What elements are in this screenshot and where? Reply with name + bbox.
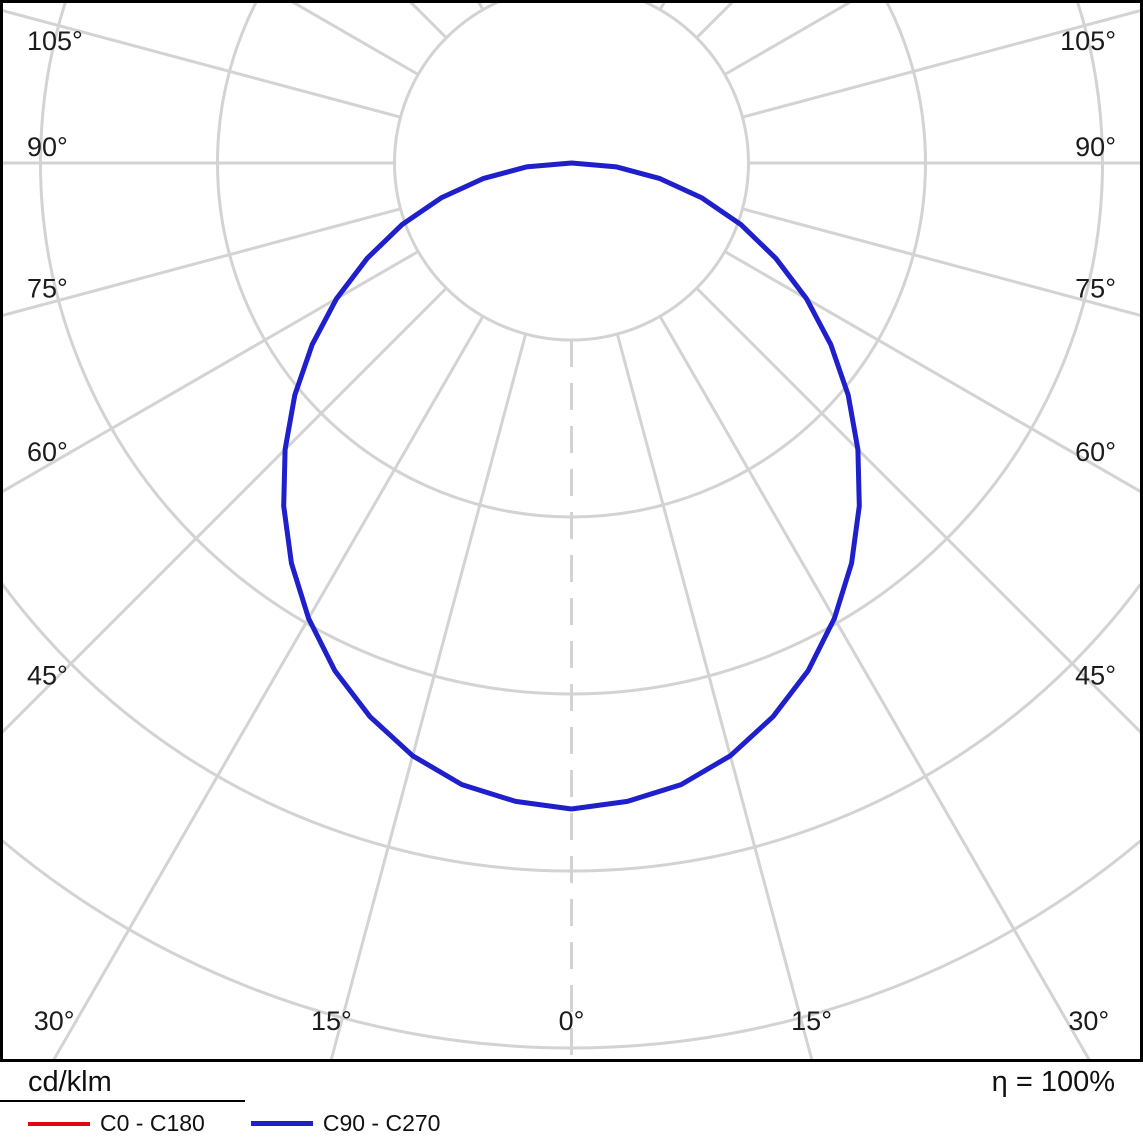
angle-label: 45° — [1075, 661, 1116, 691]
angle-label: 45° — [27, 661, 68, 691]
grid-ray — [615, 333, 814, 1059]
grid-ray — [329, 333, 528, 1059]
angle-label: 15° — [791, 1006, 832, 1036]
efficiency-label: η = 100% — [991, 1066, 1115, 1098]
grid-ray — [658, 315, 1091, 1059]
grid-ray — [724, 250, 1140, 493]
footer: cd/klm η = 100% C0 - C180 C90 - C270 — [0, 1062, 1143, 1143]
angle-label: 105° — [1060, 26, 1116, 56]
grid-ray — [742, 207, 1140, 317]
polar-chart-svg: 45° 45° 60° 60° 75° 75° 90° 90° 105° 105° 30° 15° 0°… — [3, 3, 1140, 1059]
angle-label: 75° — [1075, 274, 1116, 304]
angle-label: 75° — [27, 274, 68, 304]
legend-label-c0-c180: C0 - C180 — [100, 1110, 205, 1136]
angle-label: 60° — [27, 437, 68, 467]
c90-c270-line-swatch — [250, 1121, 313, 1126]
grid-ray — [3, 207, 401, 317]
grid-ray — [695, 287, 1140, 734]
grid-ray — [3, 9, 401, 119]
c0-c180-line-swatch — [28, 1121, 90, 1126]
angle-label: 90° — [27, 132, 68, 162]
angle-label: 30° — [34, 1006, 75, 1036]
angle-label: 30° — [1068, 1006, 1109, 1036]
legend: C0 - C180 C90 - C270 — [28, 1110, 440, 1137]
legend-item-c90-c270: C90 - C270 — [250, 1110, 441, 1137]
unit-label: cd/klm — [28, 1066, 112, 1098]
angle-label: 0° — [559, 1006, 585, 1036]
legend-divider — [0, 1100, 245, 1102]
angle-label: 90° — [1075, 132, 1116, 162]
grid-ring — [393, 3, 750, 342]
angle-label: 105° — [27, 26, 83, 56]
angle-label: 15° — [311, 1006, 352, 1036]
grid-ray — [3, 287, 448, 734]
grid-ray — [52, 315, 485, 1059]
curve-c90-c270 — [281, 160, 862, 812]
legend-item-c0-c180: C0 - C180 — [28, 1110, 205, 1137]
angle-label: 60° — [1075, 437, 1116, 467]
polar-plot-area: 45° 45° 60° 60° 75° 75° 90° 90° 105° 105° 30° 15° 0°… — [0, 0, 1143, 1062]
grid-ray — [742, 9, 1140, 119]
grid-ray — [3, 250, 419, 493]
legend-label-c90-c270: C90 - C270 — [322, 1110, 441, 1136]
